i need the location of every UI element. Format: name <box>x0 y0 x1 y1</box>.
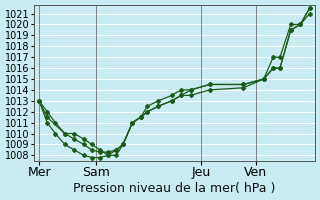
X-axis label: Pression niveau de la mer( hPa ): Pression niveau de la mer( hPa ) <box>73 182 276 195</box>
